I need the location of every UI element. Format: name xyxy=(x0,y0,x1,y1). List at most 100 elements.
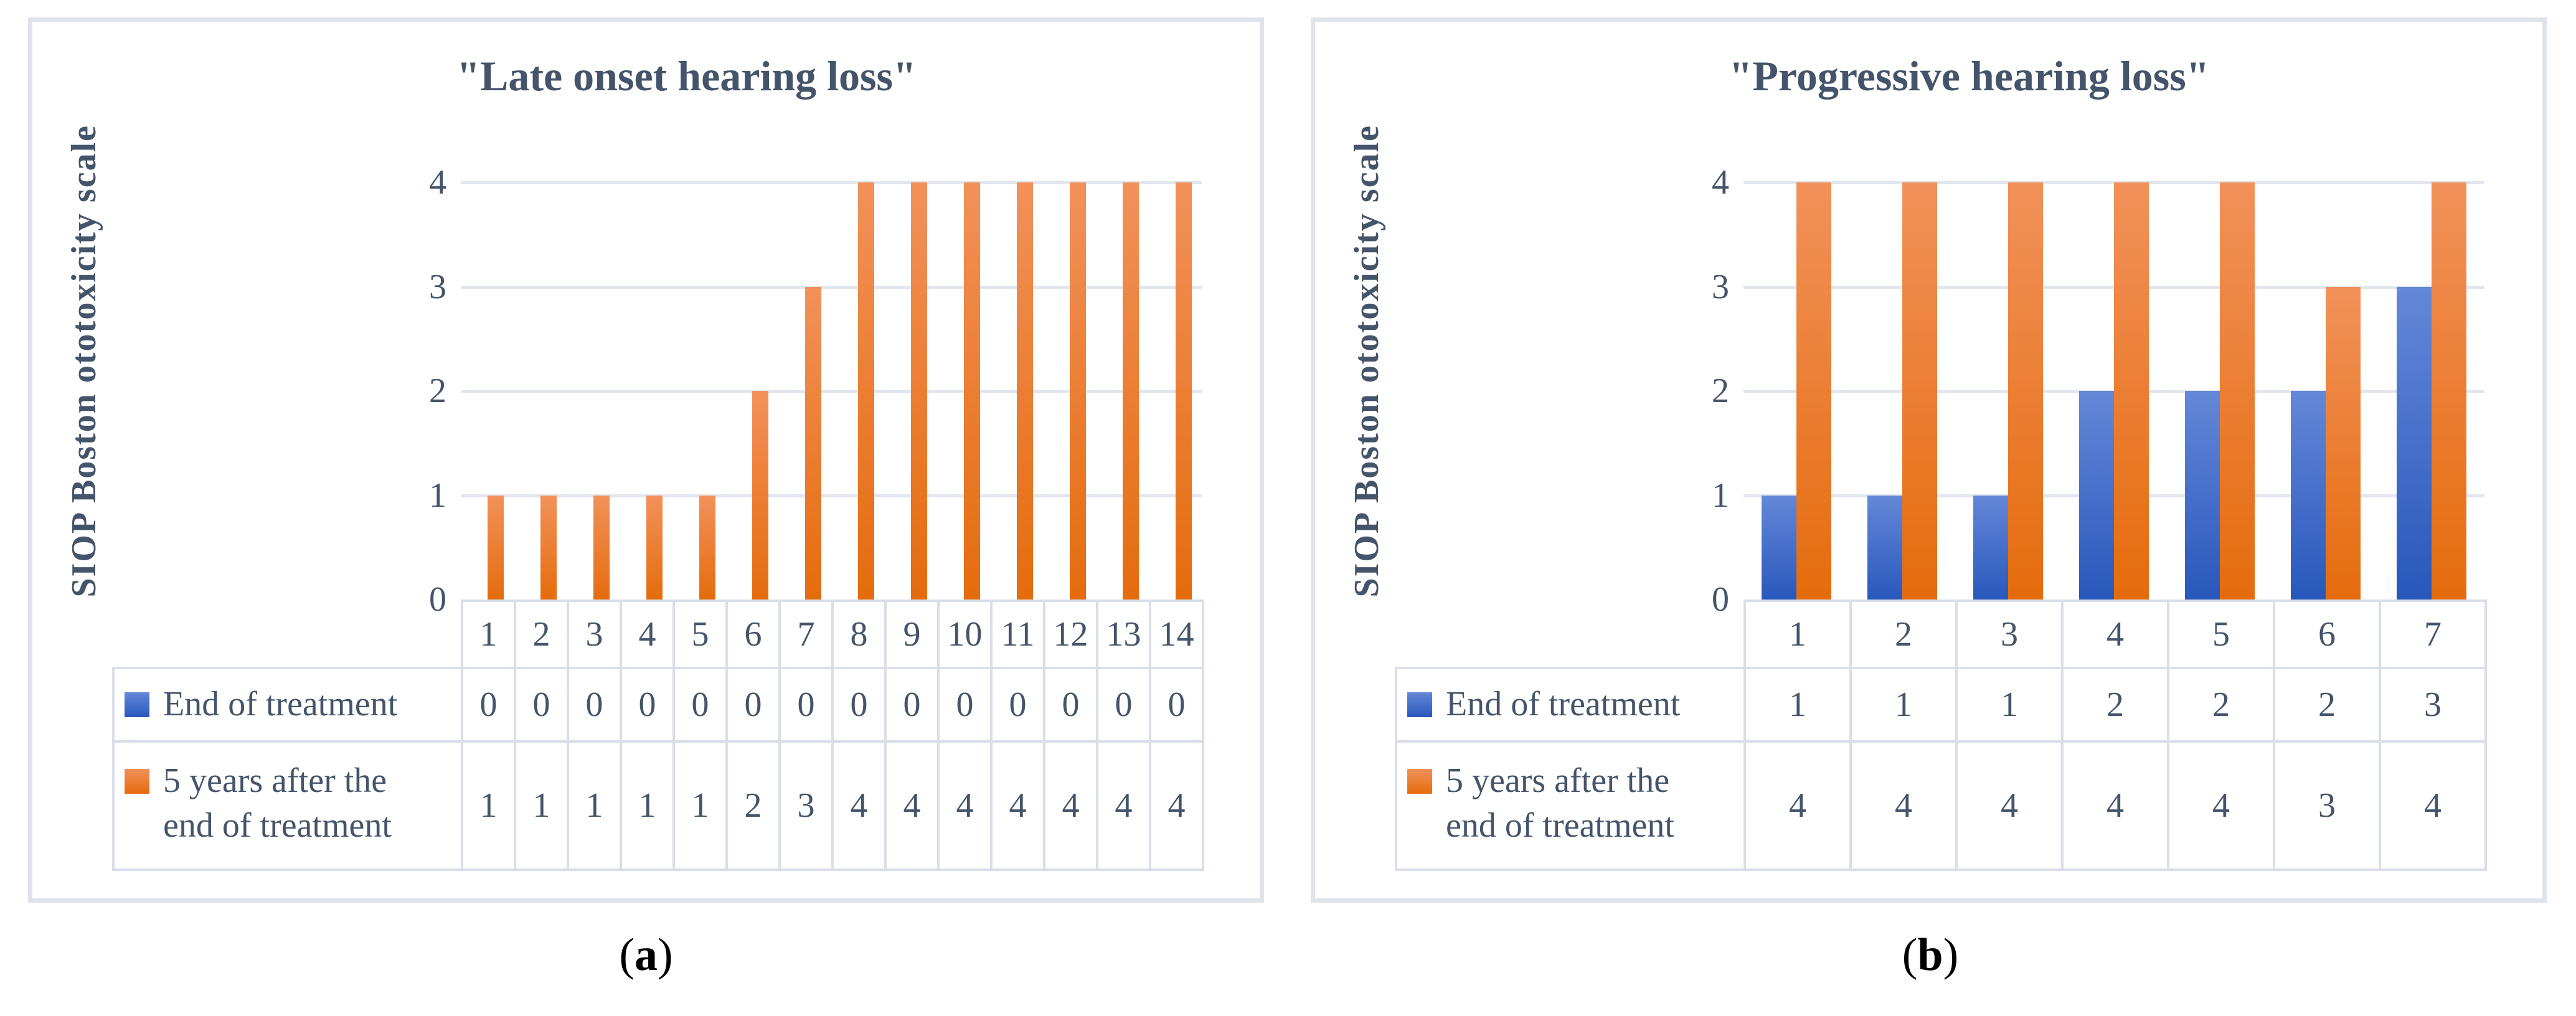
bar-pair xyxy=(789,182,821,600)
panel-progressive-hearing-loss: SIOP Boston ototoxicity scale "Progressi… xyxy=(1311,17,2547,903)
value-cell-blue-2: 1 xyxy=(1849,667,1958,743)
y-tick-label-3: 3 xyxy=(429,267,446,306)
bar-pair xyxy=(948,182,980,600)
bar-column-11 xyxy=(990,182,1043,600)
bar-blue-cat-4 xyxy=(2079,391,2114,600)
bar-orange-cat-7 xyxy=(804,286,821,600)
value-cell-blue-9: 0 xyxy=(884,667,940,743)
bar-column-12 xyxy=(1043,182,1096,600)
series-label-line: end of treatment xyxy=(163,806,392,845)
category-cell-7: 7 xyxy=(2379,600,2487,669)
bar-orange-cat-13 xyxy=(1122,182,1139,600)
caption-a: (a) xyxy=(28,929,1264,982)
bar-column-2 xyxy=(1849,182,1955,600)
bar-pair xyxy=(1867,182,1937,600)
category-cell-7: 7 xyxy=(778,600,834,669)
value-cell-blue-5: 0 xyxy=(672,667,728,743)
y-tick-label-1: 1 xyxy=(429,476,446,515)
bar-pair xyxy=(524,182,557,600)
bar-orange-cat-8 xyxy=(857,182,874,600)
y-tick-label-0: 0 xyxy=(429,580,446,619)
category-cell-3: 3 xyxy=(567,600,622,669)
value-cell-orange-7: 3 xyxy=(778,740,834,871)
category-cell-5: 5 xyxy=(2167,600,2275,669)
series-label-line: end of treatment xyxy=(1446,806,1674,845)
bar-pair xyxy=(2291,182,2361,600)
value-cell-orange-11: 4 xyxy=(990,740,1045,871)
series-label-cell: End of treatment xyxy=(112,667,463,743)
category-row-spacer xyxy=(112,600,461,669)
value-cell-blue-6: 2 xyxy=(2273,667,2381,743)
series-row-blue: End of treatment 0 0 0 0 0 0 0 0 0 0 0 0 0 0 xyxy=(112,667,1204,743)
bar-orange-cat-3 xyxy=(593,495,610,600)
bar-column-1 xyxy=(461,182,514,600)
y-tick-label-0: 0 xyxy=(1712,580,1729,619)
bar-blue-cat-1 xyxy=(1762,495,1796,600)
bar-blue-cat-6 xyxy=(2291,391,2326,600)
gridline-2 xyxy=(461,390,1202,393)
bar-pair xyxy=(683,182,715,600)
bar-pair xyxy=(1054,182,1086,600)
bar-pair xyxy=(895,182,927,600)
bar-column-3 xyxy=(1955,182,2061,600)
bar-pair xyxy=(2079,182,2149,600)
category-cell-10: 10 xyxy=(937,600,993,669)
bar-pair xyxy=(2397,182,2466,600)
category-cell-4: 4 xyxy=(620,600,675,669)
value-cell-orange-7: 4 xyxy=(2379,740,2487,871)
value-cell-orange-9: 4 xyxy=(884,740,940,871)
bar-orange-cat-4 xyxy=(646,495,663,600)
bar-blue-cat-3 xyxy=(1973,495,2008,600)
bar-column-6 xyxy=(725,182,778,600)
value-cell-orange-4: 1 xyxy=(620,740,675,871)
bar-orange-cat-10 xyxy=(963,182,980,600)
value-cell-blue-4: 2 xyxy=(2061,667,2169,743)
value-cell-orange-13: 4 xyxy=(1096,740,1151,871)
category-cell-4: 4 xyxy=(2061,600,2169,669)
category-row-spacer xyxy=(1395,600,1743,669)
legend-swatch-orange xyxy=(1407,769,1432,794)
value-cell-orange-3: 4 xyxy=(1955,740,2064,871)
category-cell-5: 5 xyxy=(672,600,728,669)
value-cell-blue-1: 1 xyxy=(1743,667,1852,743)
value-cell-orange-12: 4 xyxy=(1043,740,1098,871)
value-cell-orange-2: 4 xyxy=(1849,740,1958,871)
gridline-4 xyxy=(461,181,1202,184)
value-cell-blue-5: 2 xyxy=(2167,667,2275,743)
bar-orange-cat-7 xyxy=(2432,182,2466,600)
value-cell-blue-12: 0 xyxy=(1043,667,1098,743)
series-label-line: End of treatment xyxy=(1446,685,1681,724)
series-row-orange: 5 years after the end of treatment 1 1 1 1 1 2 3… xyxy=(112,740,1204,871)
bars-region xyxy=(461,182,1202,600)
series-label-text: End of treatment xyxy=(1446,682,1680,727)
y-tick-label-2: 2 xyxy=(1712,372,1729,410)
bar-orange-cat-5 xyxy=(2220,182,2255,600)
bar-column-10 xyxy=(937,182,990,600)
category-cell-3: 3 xyxy=(1955,600,2064,669)
value-cell-orange-6: 3 xyxy=(2273,740,2381,871)
bar-pair xyxy=(1159,182,1192,600)
value-cell-orange-1: 1 xyxy=(461,740,516,871)
series-label-cell: 5 years after the end of treatment xyxy=(112,740,463,871)
bar-orange-cat-9 xyxy=(910,182,927,600)
bar-column-3 xyxy=(567,182,620,600)
bar-pair xyxy=(1762,182,1831,600)
caption-letter: b xyxy=(1917,929,1943,981)
bar-orange-cat-6 xyxy=(752,391,768,600)
legend-swatch-blue xyxy=(1407,692,1432,717)
caption-paren-open: ( xyxy=(1902,929,1918,981)
value-cell-blue-3: 0 xyxy=(567,667,622,743)
value-cell-blue-1: 0 xyxy=(461,667,516,743)
bar-column-4 xyxy=(620,182,672,600)
bar-orange-cat-2 xyxy=(540,495,557,600)
series-label-line: End of treatment xyxy=(163,685,398,724)
series-label-text: 5 years after the end of treatment xyxy=(1446,759,1674,848)
bar-blue-cat-7 xyxy=(2397,286,2432,600)
series-label-line: 5 years after the xyxy=(1446,761,1670,800)
bar-orange-cat-5 xyxy=(699,495,715,600)
series-label-cell: End of treatment xyxy=(1395,667,1746,743)
caption-paren-close: ) xyxy=(1943,929,1959,981)
